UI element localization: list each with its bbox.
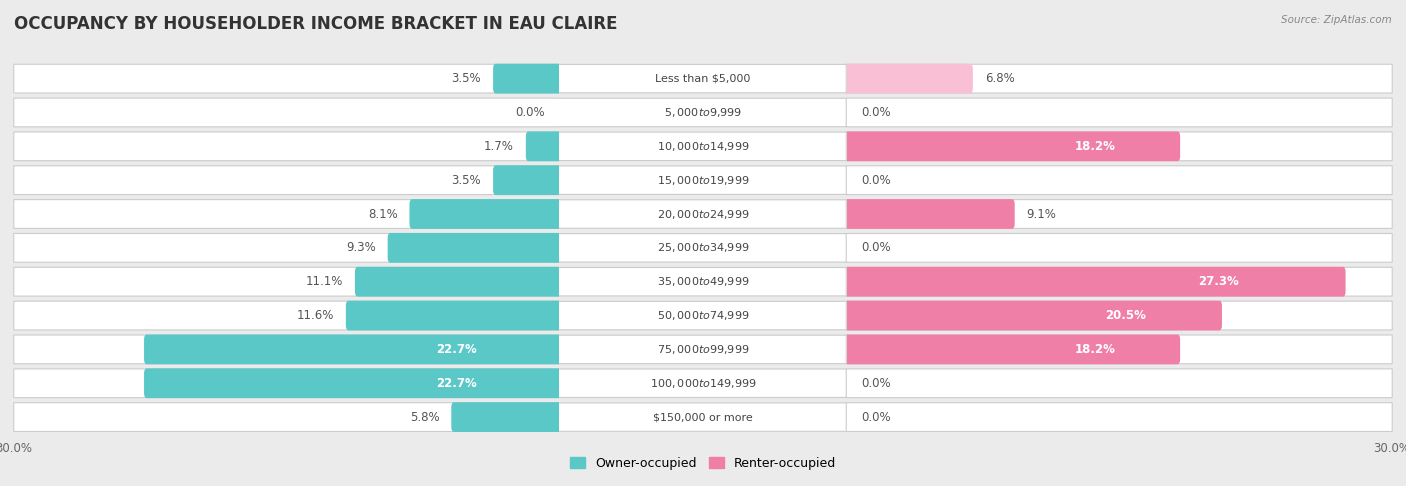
FancyBboxPatch shape <box>844 131 1180 161</box>
FancyBboxPatch shape <box>143 368 562 398</box>
FancyBboxPatch shape <box>557 132 849 160</box>
Text: 0.0%: 0.0% <box>860 411 890 424</box>
Text: 0.0%: 0.0% <box>860 106 890 119</box>
FancyBboxPatch shape <box>14 301 560 330</box>
Text: 1.7%: 1.7% <box>484 140 515 153</box>
Text: 6.8%: 6.8% <box>984 72 1015 85</box>
FancyBboxPatch shape <box>846 64 1392 93</box>
Legend: Owner-occupied, Renter-occupied: Owner-occupied, Renter-occupied <box>565 452 841 475</box>
Text: 0.0%: 0.0% <box>860 242 890 254</box>
FancyBboxPatch shape <box>14 369 560 398</box>
Text: 0.0%: 0.0% <box>516 106 546 119</box>
FancyBboxPatch shape <box>557 234 849 262</box>
FancyBboxPatch shape <box>14 335 560 364</box>
FancyBboxPatch shape <box>451 402 562 432</box>
FancyBboxPatch shape <box>846 200 1392 228</box>
Text: 0.0%: 0.0% <box>860 174 890 187</box>
FancyBboxPatch shape <box>846 166 1392 194</box>
Text: 8.1%: 8.1% <box>368 208 398 221</box>
FancyBboxPatch shape <box>846 301 1392 330</box>
Text: 11.1%: 11.1% <box>305 275 343 288</box>
Text: $5,000 to $9,999: $5,000 to $9,999 <box>664 106 742 119</box>
FancyBboxPatch shape <box>14 132 560 161</box>
FancyBboxPatch shape <box>557 267 849 296</box>
FancyBboxPatch shape <box>14 233 560 262</box>
FancyBboxPatch shape <box>14 403 560 432</box>
FancyBboxPatch shape <box>409 199 562 229</box>
FancyBboxPatch shape <box>844 301 1222 330</box>
FancyBboxPatch shape <box>846 98 1392 127</box>
FancyBboxPatch shape <box>557 65 849 93</box>
FancyBboxPatch shape <box>846 132 1392 161</box>
FancyBboxPatch shape <box>846 335 1392 364</box>
Text: $15,000 to $19,999: $15,000 to $19,999 <box>657 174 749 187</box>
FancyBboxPatch shape <box>844 199 1015 229</box>
FancyBboxPatch shape <box>143 334 562 364</box>
Text: $150,000 or more: $150,000 or more <box>654 412 752 422</box>
Text: 18.2%: 18.2% <box>1074 343 1115 356</box>
Text: Source: ZipAtlas.com: Source: ZipAtlas.com <box>1281 15 1392 25</box>
Text: $50,000 to $74,999: $50,000 to $74,999 <box>657 309 749 322</box>
FancyBboxPatch shape <box>14 267 560 296</box>
FancyBboxPatch shape <box>14 98 560 127</box>
Text: 11.6%: 11.6% <box>297 309 335 322</box>
FancyBboxPatch shape <box>494 64 562 93</box>
Text: $20,000 to $24,999: $20,000 to $24,999 <box>657 208 749 221</box>
Text: $10,000 to $14,999: $10,000 to $14,999 <box>657 140 749 153</box>
FancyBboxPatch shape <box>494 165 562 195</box>
Text: OCCUPANCY BY HOUSEHOLDER INCOME BRACKET IN EAU CLAIRE: OCCUPANCY BY HOUSEHOLDER INCOME BRACKET … <box>14 15 617 33</box>
FancyBboxPatch shape <box>846 233 1392 262</box>
Text: 22.7%: 22.7% <box>436 343 477 356</box>
FancyBboxPatch shape <box>557 403 849 431</box>
FancyBboxPatch shape <box>557 166 849 194</box>
Text: 22.7%: 22.7% <box>436 377 477 390</box>
Text: $35,000 to $49,999: $35,000 to $49,999 <box>657 275 749 288</box>
FancyBboxPatch shape <box>354 267 562 296</box>
Text: 18.2%: 18.2% <box>1074 140 1115 153</box>
FancyBboxPatch shape <box>844 64 973 93</box>
Text: 3.5%: 3.5% <box>451 174 481 187</box>
FancyBboxPatch shape <box>846 369 1392 398</box>
Text: 5.8%: 5.8% <box>411 411 440 424</box>
FancyBboxPatch shape <box>846 267 1392 296</box>
FancyBboxPatch shape <box>844 334 1180 364</box>
FancyBboxPatch shape <box>557 98 849 127</box>
Text: 20.5%: 20.5% <box>1105 309 1146 322</box>
Text: Less than $5,000: Less than $5,000 <box>655 73 751 84</box>
FancyBboxPatch shape <box>526 131 562 161</box>
FancyBboxPatch shape <box>846 403 1392 432</box>
Text: 0.0%: 0.0% <box>860 377 890 390</box>
FancyBboxPatch shape <box>346 301 562 330</box>
FancyBboxPatch shape <box>14 64 560 93</box>
FancyBboxPatch shape <box>557 369 849 398</box>
Text: $100,000 to $149,999: $100,000 to $149,999 <box>650 377 756 390</box>
FancyBboxPatch shape <box>388 233 562 263</box>
FancyBboxPatch shape <box>557 335 849 364</box>
Text: $75,000 to $99,999: $75,000 to $99,999 <box>657 343 749 356</box>
Text: 3.5%: 3.5% <box>451 72 481 85</box>
FancyBboxPatch shape <box>844 267 1346 296</box>
Text: 9.3%: 9.3% <box>346 242 375 254</box>
FancyBboxPatch shape <box>557 301 849 330</box>
FancyBboxPatch shape <box>14 166 560 194</box>
Text: 27.3%: 27.3% <box>1198 275 1239 288</box>
Text: $25,000 to $34,999: $25,000 to $34,999 <box>657 242 749 254</box>
Text: 9.1%: 9.1% <box>1026 208 1056 221</box>
FancyBboxPatch shape <box>557 200 849 228</box>
FancyBboxPatch shape <box>14 200 560 228</box>
